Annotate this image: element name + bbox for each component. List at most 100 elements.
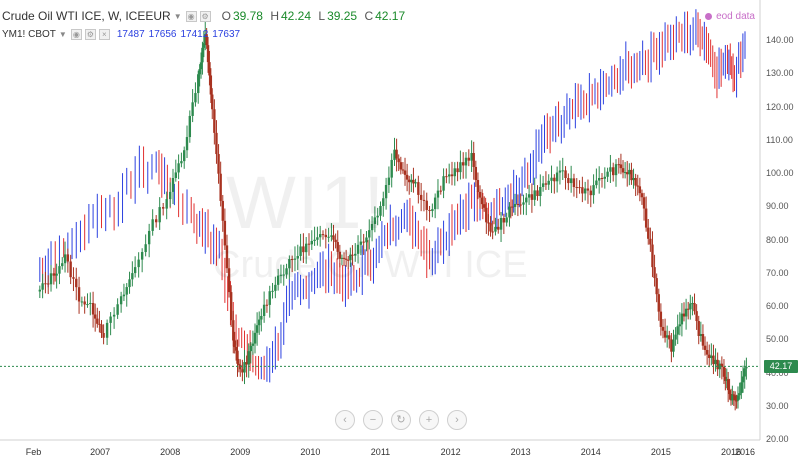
candle-body xyxy=(621,168,625,173)
candle xyxy=(91,291,95,328)
overlay-series-legend[interactable]: YM1! CBOT ▼ ◉ ⚙ × 17487 17656 17412 1763… xyxy=(2,27,240,41)
candle xyxy=(330,223,333,242)
candle-body xyxy=(52,273,56,276)
candle-body xyxy=(191,102,194,116)
candle xyxy=(439,185,442,195)
candle-body xyxy=(632,178,635,181)
candle-body xyxy=(109,316,112,323)
candle-body xyxy=(390,159,393,178)
candle xyxy=(553,174,556,194)
zoom-in-button[interactable]: + xyxy=(419,410,439,430)
candle-body xyxy=(699,334,703,336)
candle-body xyxy=(684,308,688,317)
candle xyxy=(642,192,646,221)
main-symbol-title[interactable]: Crude Oil WTI ICE, W, ICEEUR xyxy=(2,9,171,23)
candle-body xyxy=(332,235,335,240)
candle xyxy=(122,283,126,302)
chevron-down-icon[interactable]: ▼ xyxy=(173,11,182,21)
overlay-close: 17637 xyxy=(212,28,241,40)
candle-body xyxy=(359,241,363,245)
candle xyxy=(581,176,584,203)
candle xyxy=(265,299,269,313)
candle xyxy=(525,193,528,216)
candle-body xyxy=(508,206,511,218)
candle xyxy=(288,255,291,280)
candle xyxy=(351,245,354,266)
minus-icon: − xyxy=(369,414,377,426)
x-tick-label: 2016 xyxy=(734,447,755,457)
candle-body xyxy=(676,326,679,335)
candle xyxy=(433,193,437,219)
candle xyxy=(237,358,241,373)
candle-body xyxy=(307,243,311,245)
candle xyxy=(716,352,719,377)
candle xyxy=(699,321,703,342)
x-tick-label: 2007 xyxy=(90,447,111,457)
candle-body xyxy=(304,243,308,253)
scroll-right-button[interactable]: › xyxy=(447,410,467,430)
candle xyxy=(344,249,348,267)
candle xyxy=(47,275,50,295)
main-series-legend[interactable]: Crude Oil WTI ICE, W, ICEEUR ▼ ◉ ⚙ O 39.7… xyxy=(2,9,405,23)
candle xyxy=(728,378,731,400)
candle-body xyxy=(236,350,239,364)
candle xyxy=(327,227,330,243)
close-icon[interactable]: × xyxy=(98,28,110,40)
candle-body xyxy=(597,177,601,181)
candle xyxy=(689,294,692,320)
candle xyxy=(516,194,520,217)
candle xyxy=(687,301,690,320)
candle-body xyxy=(198,69,201,75)
candle xyxy=(370,216,374,242)
reset-button[interactable]: ↻ xyxy=(391,410,411,430)
candle-body xyxy=(80,301,84,303)
candle-body xyxy=(158,207,161,223)
candle xyxy=(171,168,175,204)
candle xyxy=(255,312,259,346)
candle-body xyxy=(513,203,517,207)
candle-body xyxy=(128,279,131,288)
chevron-down-icon[interactable]: ▼ xyxy=(58,29,67,39)
candle xyxy=(276,268,280,291)
candle-body xyxy=(419,194,423,200)
candle-body xyxy=(38,289,42,292)
candle xyxy=(227,258,231,298)
settings-icon[interactable]: ⚙ xyxy=(199,10,211,22)
candle xyxy=(236,339,239,377)
candle xyxy=(550,165,553,194)
zoom-out-button[interactable]: − xyxy=(363,410,383,430)
candle-body xyxy=(728,390,731,395)
candle xyxy=(505,212,508,227)
hide-series-icon[interactable]: ◉ xyxy=(70,28,82,40)
hide-series-icon[interactable]: ◉ xyxy=(185,10,197,22)
candle xyxy=(206,36,210,73)
candle-body xyxy=(569,178,573,184)
candle-body xyxy=(399,162,403,170)
candle-body xyxy=(716,359,719,370)
candle-body xyxy=(384,185,388,199)
y-tick-label: 130.00 xyxy=(766,68,794,79)
candle xyxy=(86,293,89,308)
candle xyxy=(80,296,84,307)
candle-body xyxy=(258,319,261,326)
candle-body xyxy=(655,278,658,295)
candle-body xyxy=(743,368,746,377)
candle xyxy=(247,343,250,378)
candle-body xyxy=(470,153,473,161)
candle-body xyxy=(450,174,454,177)
candle xyxy=(670,333,673,363)
candle xyxy=(177,154,180,180)
overlay-symbol-title[interactable]: YM1! CBOT xyxy=(2,28,56,40)
dot-icon xyxy=(705,13,713,20)
candle xyxy=(614,159,618,187)
candle-body xyxy=(663,330,667,338)
candle-body xyxy=(102,332,105,338)
candle-body xyxy=(393,149,396,160)
settings-icon[interactable]: ⚙ xyxy=(84,28,96,40)
close-value: 42.17 xyxy=(375,9,406,23)
candle xyxy=(408,175,411,195)
candle-body xyxy=(687,308,690,310)
candle xyxy=(251,330,255,355)
scroll-left-button[interactable]: ‹ xyxy=(335,410,355,430)
